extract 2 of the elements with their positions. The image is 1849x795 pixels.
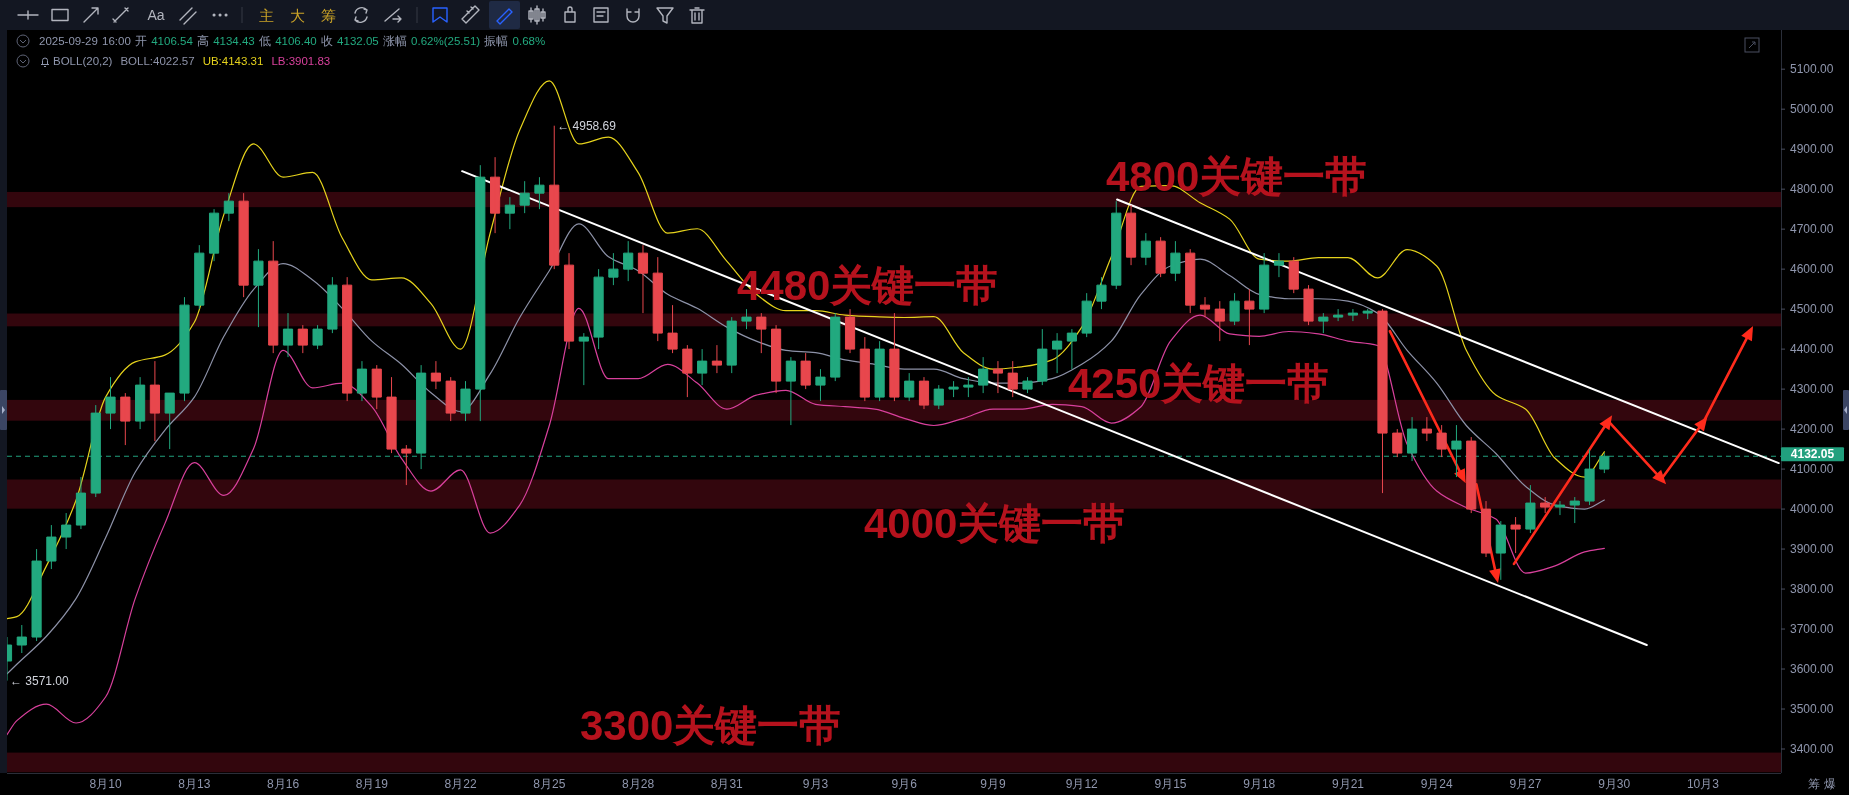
title: 2025-09-29 16:00 开 4106.54 高 4134.43 低 4106.40 收 4132.05 涨幅 0.62%(25.51) 振幅 0.68%: [39, 35, 546, 47]
ref-line-label: 4132.05: [1790, 447, 1835, 462]
